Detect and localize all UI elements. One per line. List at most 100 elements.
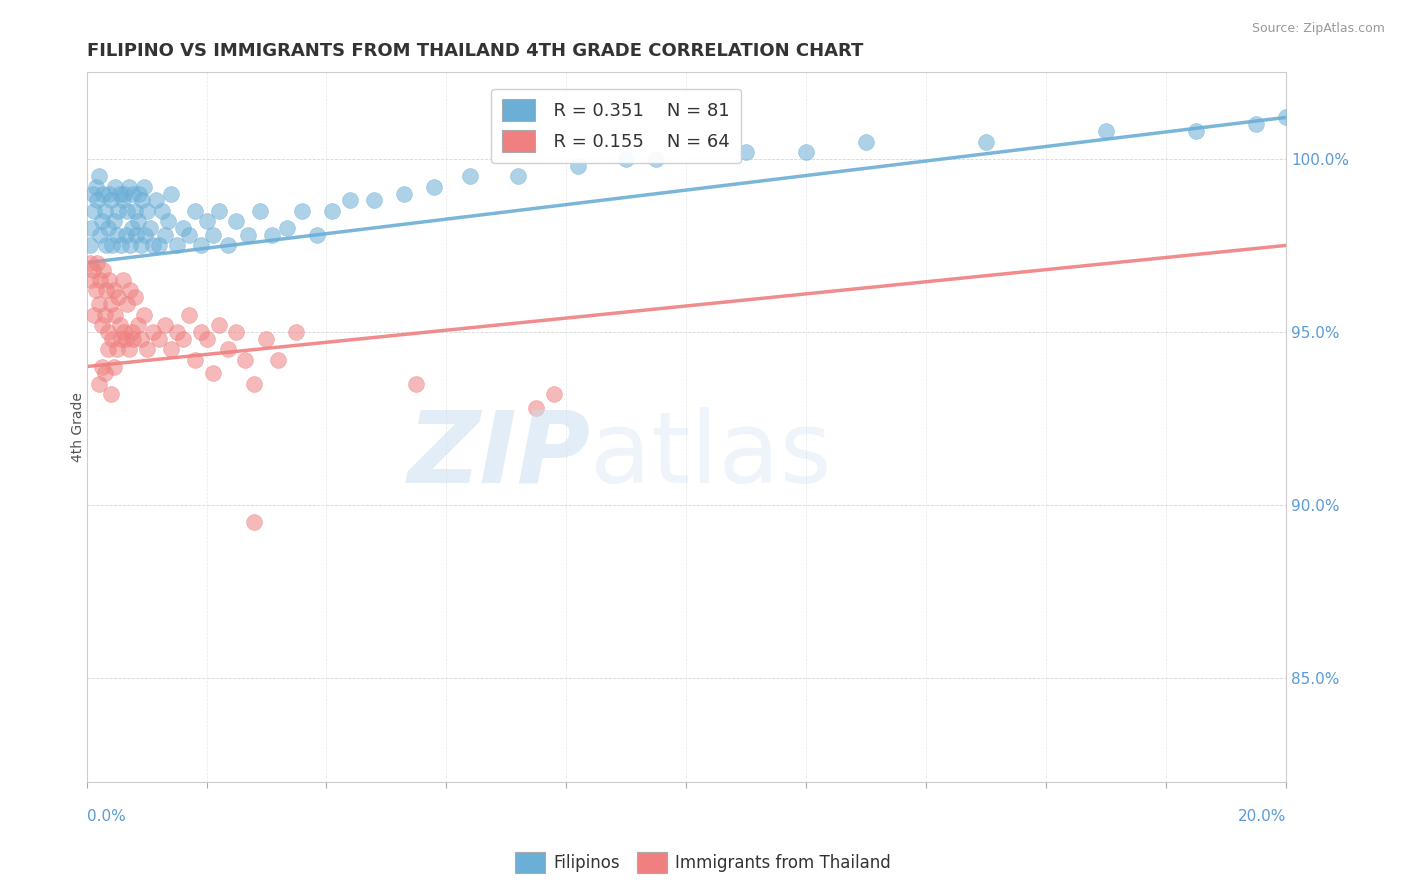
Point: [460, 169, 482, 184]
Point: [93, 308, 115, 322]
Point: [117, 203, 139, 218]
Point: [307, 227, 329, 242]
Point: [84, 179, 107, 194]
Point: [118, 238, 141, 252]
Point: [97, 342, 120, 356]
Point: [1275, 111, 1298, 125]
Point: [79, 238, 101, 252]
Point: [83, 203, 105, 218]
Point: [159, 186, 181, 201]
Point: [524, 401, 547, 415]
Text: Source: ZipAtlas.com: Source: ZipAtlas.com: [1251, 22, 1385, 36]
Point: [225, 214, 247, 228]
Point: [207, 203, 229, 218]
Point: [129, 238, 152, 252]
Point: [225, 325, 247, 339]
Point: [135, 203, 157, 218]
Point: [1244, 117, 1267, 131]
Point: [267, 352, 290, 367]
Point: [117, 297, 139, 311]
Point: [107, 203, 129, 218]
Point: [645, 152, 668, 166]
Point: [93, 186, 115, 201]
Point: [90, 318, 112, 332]
Point: [128, 186, 150, 201]
Point: [141, 325, 163, 339]
Point: [103, 359, 125, 374]
Point: [90, 214, 112, 228]
Point: [201, 227, 224, 242]
Point: [114, 332, 136, 346]
Point: [132, 179, 155, 194]
Point: [82, 262, 104, 277]
Point: [195, 214, 218, 228]
Point: [122, 332, 145, 346]
Point: [138, 221, 160, 235]
Point: [103, 284, 125, 298]
Point: [148, 332, 170, 346]
Point: [89, 273, 111, 287]
Point: [735, 145, 758, 159]
Point: [243, 515, 266, 529]
Point: [97, 325, 120, 339]
Point: [235, 352, 257, 367]
Point: [83, 308, 105, 322]
Point: [108, 318, 131, 332]
Point: [363, 194, 385, 208]
Point: [93, 203, 115, 218]
Point: [190, 238, 212, 252]
Point: [111, 194, 134, 208]
Point: [86, 256, 108, 270]
Point: [172, 332, 194, 346]
Point: [89, 227, 111, 242]
Point: [195, 332, 218, 346]
Point: [100, 332, 122, 346]
Point: [855, 135, 877, 149]
Point: [177, 308, 200, 322]
Point: [1095, 124, 1118, 138]
Text: 0.0%: 0.0%: [87, 809, 125, 824]
Point: [974, 135, 997, 149]
Point: [112, 186, 135, 201]
Point: [405, 376, 427, 391]
Point: [80, 221, 103, 235]
Point: [100, 387, 122, 401]
Point: [150, 203, 173, 218]
Point: [156, 214, 179, 228]
Point: [207, 318, 229, 332]
Point: [256, 332, 278, 346]
Point: [114, 227, 136, 242]
Text: ZIP: ZIP: [408, 407, 591, 504]
Point: [243, 376, 266, 391]
Point: [111, 273, 134, 287]
Point: [90, 359, 112, 374]
Point: [122, 186, 145, 201]
Point: [117, 342, 139, 356]
Point: [100, 194, 122, 208]
Point: [112, 325, 135, 339]
Point: [129, 332, 152, 346]
Point: [262, 227, 284, 242]
Point: [183, 203, 205, 218]
Point: [423, 179, 446, 194]
Text: FILIPINO VS IMMIGRANTS FROM THAILAND 4TH GRADE CORRELATION CHART: FILIPINO VS IMMIGRANTS FROM THAILAND 4TH…: [87, 42, 863, 60]
Y-axis label: 4th Grade: 4th Grade: [72, 392, 86, 462]
Point: [291, 203, 314, 218]
Point: [100, 238, 122, 252]
Point: [217, 342, 239, 356]
Point: [132, 308, 155, 322]
Point: [238, 227, 260, 242]
Point: [148, 238, 170, 252]
Point: [201, 367, 224, 381]
Point: [103, 214, 125, 228]
Point: [141, 238, 163, 252]
Point: [93, 367, 115, 381]
Point: [153, 227, 176, 242]
Point: [82, 186, 104, 201]
Point: [190, 325, 212, 339]
Point: [166, 238, 188, 252]
Point: [121, 325, 143, 339]
Point: [131, 194, 153, 208]
Point: [135, 342, 157, 356]
Point: [145, 194, 167, 208]
